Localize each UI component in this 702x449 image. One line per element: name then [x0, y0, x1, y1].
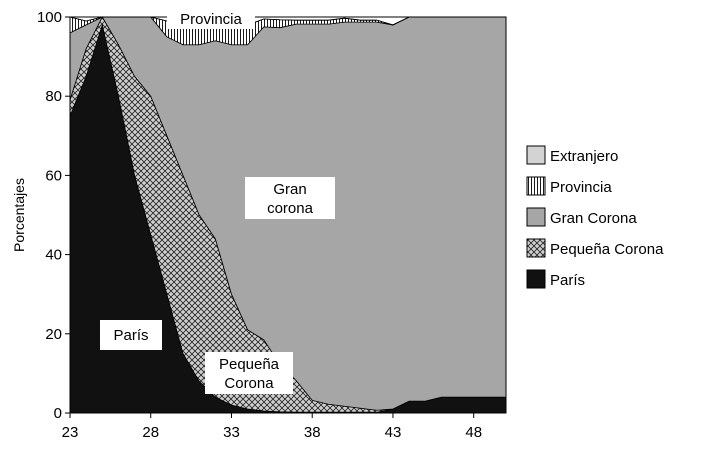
x-tick-label: 33	[223, 424, 240, 441]
annotation-provincia: Provincia	[180, 11, 242, 28]
y-tick-label: 20	[45, 326, 62, 343]
x-tick-label: 43	[385, 424, 402, 441]
legend-label-provincia: Provincia	[550, 179, 612, 196]
y-tick-label: 100	[37, 9, 62, 26]
annotation-paris-box	[100, 320, 162, 350]
annotation-gran-corona-line2: corona	[267, 200, 314, 217]
annotation-pequena-corona-line1: Pequeña	[219, 356, 280, 373]
y-axis: 0 20 40 60 80 100	[37, 9, 70, 422]
annotation-pequena-corona-line2: Corona	[224, 375, 274, 392]
legend-swatch-provincia	[526, 176, 546, 196]
x-axis: 23 28 33 38 43 48	[62, 413, 482, 441]
legend-swatch-extranjero	[526, 145, 546, 165]
plot-frame	[69, 16, 507, 414]
x-tick-label: 38	[304, 424, 321, 441]
legend-label-pequena-corona: Pequeña Corona	[550, 241, 664, 258]
legend-label-paris: París	[550, 272, 585, 289]
annotations: Provincia Gran corona París Pequeña Coro…	[100, 8, 335, 394]
x-tick-label: 23	[62, 424, 79, 441]
legend: Extranjero Provincia Gran Corona Pequeña Co…	[526, 145, 664, 289]
annotation-provincia-box	[167, 8, 255, 29]
annotation-pequena-corona-box	[205, 352, 293, 394]
annotation-gran-corona-box	[245, 177, 335, 219]
legend-label-gran-corona: Gran Corona	[550, 210, 637, 227]
x-tick-label: 28	[142, 424, 159, 441]
annotation-paris: París	[113, 327, 148, 344]
legend-swatch-pequena-corona	[526, 238, 546, 258]
legend-label-extranjero: Extranjero	[550, 148, 618, 165]
x-tick-label: 48	[465, 424, 482, 441]
y-tick-label: 80	[45, 88, 62, 105]
y-tick-label: 40	[45, 247, 62, 264]
y-tick-label: 60	[45, 167, 62, 184]
legend-swatch-gran-corona	[526, 207, 546, 227]
annotation-gran-corona-line1: Gran	[273, 181, 306, 198]
legend-swatch-paris	[526, 269, 546, 289]
y-axis-label: Porcentajes	[11, 178, 27, 252]
y-tick-label: 0	[54, 405, 62, 422]
